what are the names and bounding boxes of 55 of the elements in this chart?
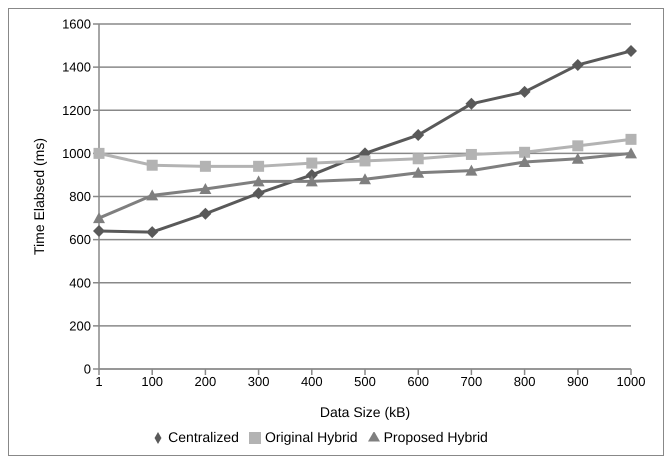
point — [519, 146, 530, 158]
y-tick-label: 800 — [69, 189, 91, 204]
point — [465, 98, 478, 110]
y-tick-label: 400 — [69, 275, 91, 290]
x-tick-label: 300 — [248, 374, 270, 390]
point — [572, 58, 584, 71]
point — [200, 160, 211, 172]
point — [625, 44, 637, 57]
x-tick-label: 1 — [95, 374, 103, 390]
legend-label: Proposed Hybrid — [384, 429, 488, 445]
point — [306, 158, 318, 169]
point — [199, 208, 212, 220]
point — [518, 86, 531, 98]
point — [412, 129, 424, 142]
x-tick-label: 600 — [407, 374, 430, 390]
x-tick-label: 900 — [566, 374, 589, 390]
point — [146, 160, 158, 171]
y-tick-label: 200 — [69, 318, 91, 334]
x-tick-label: 800 — [514, 374, 536, 390]
point — [572, 140, 584, 152]
point — [359, 173, 371, 184]
x-tick-label: 700 — [460, 374, 482, 390]
point — [466, 148, 477, 160]
point — [412, 166, 424, 178]
x-tick-label: 200 — [194, 374, 216, 390]
y-axis-title: Time Elabsed (ms) — [30, 138, 47, 255]
x-tick-label: 100 — [141, 374, 164, 390]
legend-label: Centralized — [168, 429, 239, 445]
y-tick-label: 1200 — [62, 102, 91, 118]
point — [252, 175, 265, 186]
point — [518, 156, 531, 167]
y-tick-label: 1600 — [62, 16, 91, 32]
point — [199, 182, 212, 194]
point — [93, 225, 105, 237]
point — [253, 160, 264, 172]
point — [412, 153, 424, 164]
point — [252, 187, 265, 200]
point — [625, 147, 637, 158]
point — [306, 175, 318, 186]
x-axis-title: Data Size (kB) — [320, 404, 410, 420]
point — [465, 164, 478, 176]
point — [146, 226, 158, 238]
point — [360, 155, 370, 166]
point — [93, 212, 105, 224]
x-tick-label: 400 — [300, 374, 323, 390]
y-tick-label: 0 — [84, 362, 91, 377]
x-tick-label: 500 — [354, 374, 376, 390]
legend-label: Original Hybrid — [264, 429, 358, 445]
point — [626, 134, 636, 145]
y-tick-label: 1000 — [62, 146, 91, 161]
point — [146, 189, 158, 200]
point — [572, 152, 584, 164]
y-tick-label: 1400 — [62, 60, 91, 75]
y-tick-label: 600 — [69, 232, 91, 248]
x-tick-label: 1000 — [616, 374, 646, 390]
